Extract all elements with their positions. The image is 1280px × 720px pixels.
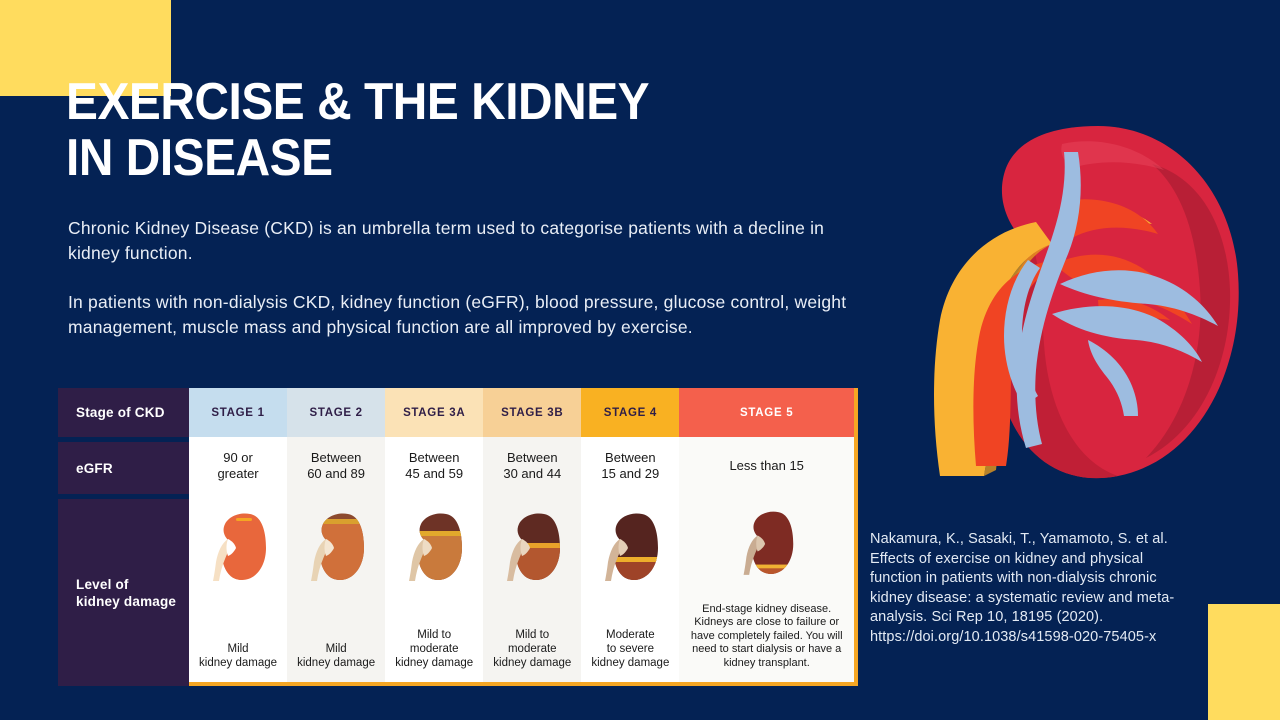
egfr-line-1: Between: [506, 449, 558, 465]
damage-text-3a: Mild to moderate kidney damage: [395, 629, 474, 669]
kidney-icon-stage-4: [605, 513, 659, 581]
damage-cell-4: Moderate to severe kidney damage: [581, 494, 680, 682]
renal-vein: [1004, 152, 1218, 448]
row-label-egfr: eGFR: [58, 442, 189, 494]
egfr-line-1: Less than 15: [729, 457, 804, 473]
egfr-cell-1: 90 or greater: [189, 437, 288, 494]
egfr-cell-4: Between 15 and 29: [581, 437, 680, 494]
egfr-line-2: 30 and 44: [503, 465, 562, 481]
egfr-line-2: greater: [217, 465, 259, 481]
egfr-cell-2: Between 60 and 89: [287, 437, 386, 494]
intro-paragraph-1: Chronic Kidney Disease (CKD) is an umbre…: [68, 218, 825, 263]
egfr-cell-5: Less than 15: [679, 437, 854, 494]
damage-text-5: End-stage kidney disease. Kidneys are cl…: [690, 602, 843, 669]
page-title: EXERCISE & THE KIDNEY IN DISEASE: [66, 74, 710, 186]
egfr-cell-3a: Between 45 and 59: [385, 437, 484, 494]
table-data-columns: STAGE 1 90 or greater: [189, 388, 858, 686]
egfr-line-2: 45 and 59: [405, 465, 464, 481]
damage-text-4: Moderate to severe kidney damage: [591, 629, 670, 669]
citation-text: Nakamura, K., Sasaki, T., Yamamoto, S. e…: [870, 531, 1175, 645]
egfr-cell-3b: Between 30 and 44: [483, 437, 582, 494]
egfr-line-1: Between: [605, 449, 656, 465]
row-label-damage-line1: Level of: [76, 576, 129, 592]
stage-header-2: STAGE 2: [287, 388, 386, 437]
intro-paragraph-2: In patients with non-dialysis CKD, kidne…: [68, 292, 847, 337]
damage-cell-3a: Mild to moderate kidney damage: [385, 494, 484, 682]
ckd-stage-table: Stage of CKD eGFR Level of kidney damage…: [58, 388, 858, 686]
title-line-2: IN DISEASE: [66, 129, 333, 187]
accent-block-top-left: [0, 0, 171, 96]
stage-header-3b: STAGE 3B: [483, 388, 582, 437]
stage-column-2: STAGE 2 Between 60 and 89: [287, 388, 386, 682]
damage-cell-5: End-stage kidney disease. Kidneys are cl…: [679, 494, 854, 682]
damage-cell-3b: Mild to moderate kidney damage: [483, 494, 582, 682]
row-label-damage-line2: kidney damage: [76, 593, 177, 609]
row-divider: [58, 494, 189, 499]
row-label-stage: Stage of CKD: [58, 388, 189, 437]
stage-header-4: STAGE 4: [581, 388, 680, 437]
table-row-label-column: Stage of CKD eGFR Level of kidney damage: [58, 388, 189, 686]
stage-header-5: STAGE 5: [679, 388, 854, 437]
damage-text-3b: Mild to moderate kidney damage: [493, 629, 572, 669]
damage-cell-2: Mild kidney damage: [287, 494, 386, 682]
row-label-damage: Level of kidney damage: [58, 499, 189, 686]
damage-text-2: Mild kidney damage: [297, 643, 376, 669]
kidney-icon-stage-2: [311, 513, 365, 581]
kidney-anatomy-illustration: [934, 126, 1239, 479]
kidney-icon-stage-3a: [409, 513, 463, 581]
egfr-line-2: 15 and 29: [601, 465, 660, 481]
kidney-icon-stage-5: [743, 511, 793, 575]
egfr-line-1: 90 or: [223, 449, 253, 465]
stage-column-3b: STAGE 3B Between 30 and 44: [483, 388, 582, 682]
egfr-line-2: 60 and 89: [307, 465, 366, 481]
kidney-icon-stage-3b: [507, 513, 561, 581]
row-divider: [58, 437, 189, 442]
egfr-line-1: Between: [310, 449, 362, 465]
accent-block-bottom-right: [1208, 604, 1280, 720]
damage-text-1: Mild kidney damage: [199, 643, 278, 669]
stage-column-5: STAGE 5 Less than 15 End-stage kidney di: [679, 388, 854, 682]
stage-column-1: STAGE 1 90 or greater: [189, 388, 288, 682]
stage-header-3a: STAGE 3A: [385, 388, 484, 437]
kidney-icon-stage-1: [213, 513, 267, 581]
title-line-1: EXERCISE & THE KIDNEY: [66, 73, 650, 131]
stage-header-1: STAGE 1: [189, 388, 288, 437]
egfr-line-1: Between: [408, 449, 460, 465]
stage-column-3a: STAGE 3A Between 45 and 59: [385, 388, 484, 682]
damage-cell-1: Mild kidney damage: [189, 494, 288, 682]
stage-column-4: STAGE 4 Between 15 and 29: [581, 388, 680, 682]
